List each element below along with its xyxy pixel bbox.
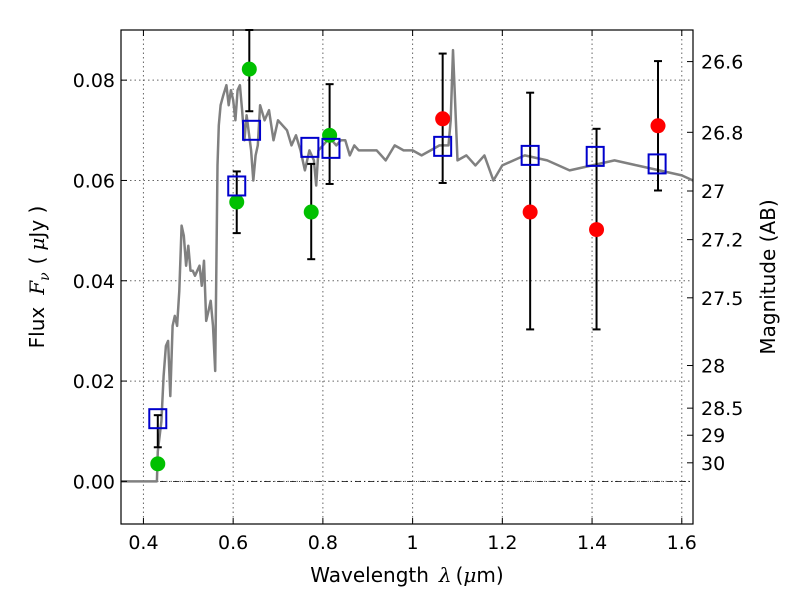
x-axis-label-prefix: Wavelength	[310, 563, 429, 587]
blue-model-square	[300, 136, 320, 158]
model-spectrum-line	[121, 48, 694, 483]
y2-tick-label: 28.5	[701, 398, 743, 420]
y-axis-label-open: (	[25, 257, 49, 265]
green-data-point	[150, 456, 166, 472]
y2-tick-label: 29	[701, 425, 725, 447]
x-axis-label-symbol: λ	[438, 563, 452, 587]
y-axis-label-symbol: F	[25, 280, 49, 296]
blue-model-square	[520, 144, 540, 166]
blue-model-square	[433, 135, 453, 157]
blue-model-square	[148, 408, 168, 430]
x-tick-label: 0.4	[128, 532, 158, 554]
y-axis-label-subscript: ν	[37, 272, 53, 281]
y-axis-label-prefix: Flux	[25, 307, 49, 349]
x-tick-label: 0.6	[218, 532, 248, 554]
y2-tick-label: 28	[701, 356, 725, 378]
green-data-point	[322, 127, 338, 143]
y-tick-label: 0.08	[73, 70, 115, 92]
red-data-point	[650, 118, 666, 134]
blue-model-square	[321, 137, 341, 159]
y2-tick-label: 26.8	[701, 122, 743, 144]
x-axis-label-unit: m)	[476, 563, 503, 587]
blue-model-square	[585, 145, 605, 167]
y-tick-label: 0.00	[73, 471, 115, 493]
blue-model-square	[227, 175, 247, 197]
plot-area	[121, 29, 694, 483]
plot-background	[121, 30, 693, 524]
x-tick-label: 1.4	[577, 532, 607, 554]
axis-ticks: 0.4 0.6 0.8 1 1.2 1.4 1.6 0.00 0.02 0.04 0.06 0.08 2…	[73, 30, 743, 554]
y-axis-label: Flux Fν ( μJy )	[25, 206, 53, 349]
red-data-point	[435, 111, 451, 127]
red-data-point	[589, 222, 605, 238]
x-tick-label: 1.6	[667, 532, 697, 554]
x-axis-label-open: (	[456, 563, 464, 587]
y2-tick-label: 27.5	[701, 288, 743, 310]
y2-axis-label: Magnitude (AB)	[756, 199, 780, 354]
y-tick-label: 0.06	[73, 170, 115, 192]
blue-model-square	[242, 119, 262, 141]
y-axis-label-unit-prefix: μ	[25, 238, 49, 251]
red-data-point	[522, 204, 538, 220]
x-axis-label-unit-prefix: μ	[463, 563, 476, 587]
y-axis-label-unit: Jy )	[25, 206, 49, 240]
green-data-point	[229, 194, 245, 210]
green-data-point	[303, 204, 319, 220]
green-data-point	[241, 61, 257, 77]
y2-tick-label: 26.6	[701, 52, 743, 74]
y2-tick-label: 27	[701, 181, 725, 203]
x-tick-label: 1	[407, 532, 419, 554]
y-tick-label: 0.02	[73, 371, 115, 393]
blue-model-square	[647, 153, 667, 175]
y2-tick-label: 27.2	[701, 230, 743, 252]
y-tick-label: 0.04	[73, 271, 115, 293]
x-axis-label: Wavelength λ (μm)	[310, 563, 503, 587]
plot-frame	[120, 29, 694, 525]
x-tick-label: 1.2	[487, 532, 517, 554]
x-tick-label: 0.8	[308, 532, 338, 554]
y2-tick-label: 30	[701, 453, 725, 475]
